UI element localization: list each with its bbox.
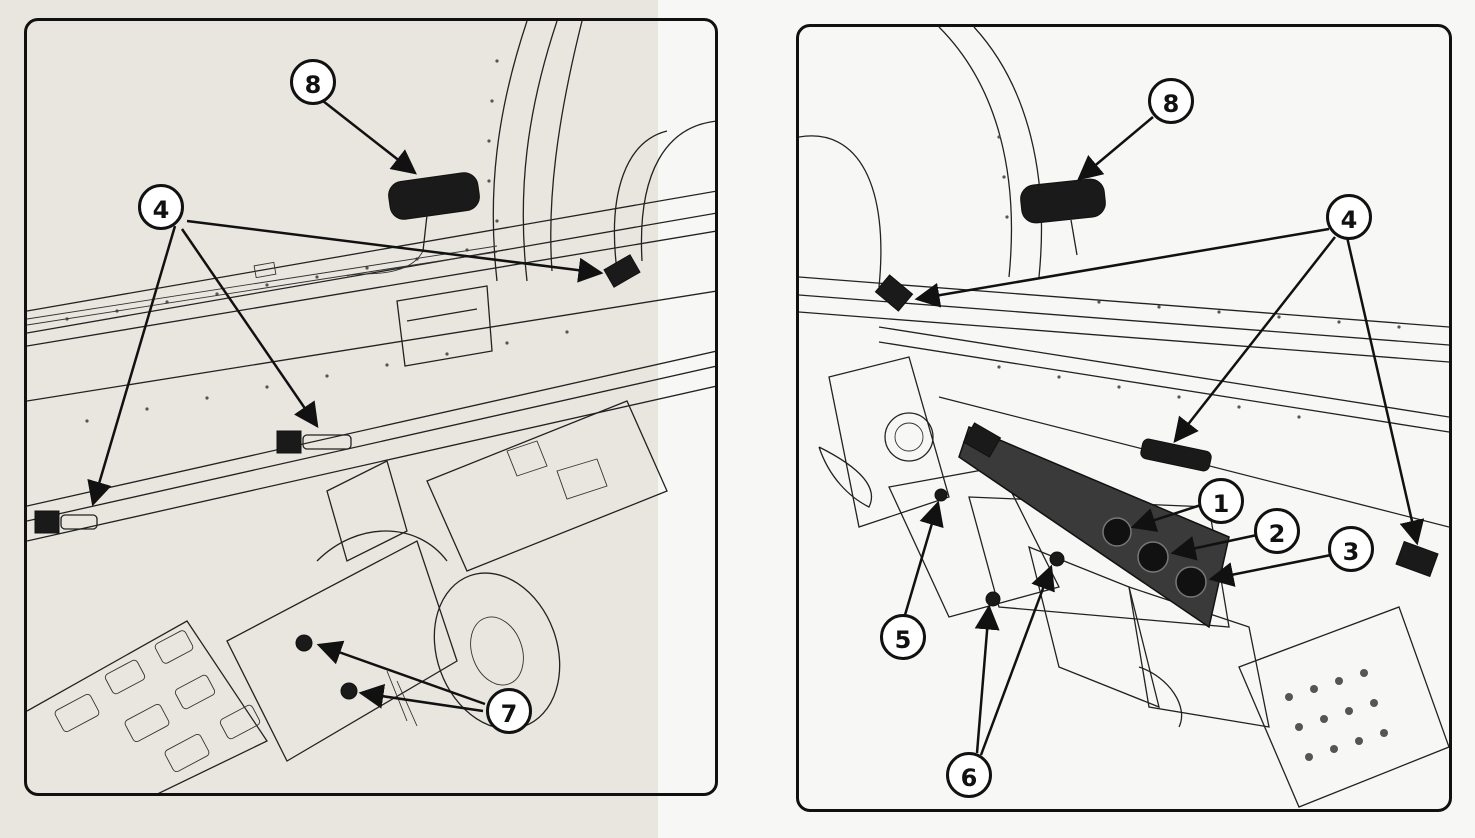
right-cockpit-drawing	[799, 27, 1449, 808]
callout-7-left: 7	[486, 688, 532, 734]
switch-knob-1	[1102, 517, 1132, 547]
control-knob-upper	[295, 634, 313, 652]
callout-3-right: 3	[1328, 526, 1374, 572]
upper-sill-rail	[27, 190, 715, 312]
control-lever	[818, 446, 873, 508]
right-page-background	[658, 0, 1475, 838]
switch-knob-3	[1175, 566, 1207, 598]
left-cockpit-illustration-panel: 8 4 7	[24, 18, 718, 796]
cockpit-light-fixture	[346, 172, 480, 277]
callout-4-right: 4	[1326, 194, 1372, 240]
callout-5-right: 5	[880, 614, 926, 660]
upper-console	[426, 400, 668, 572]
left-cockpit-drawing	[27, 21, 715, 793]
left-console-panel	[27, 620, 268, 793]
switch-knob-2	[1137, 541, 1169, 573]
selector-switch-plate	[958, 422, 1230, 629]
rivet-row	[65, 59, 569, 423]
indicator-knob-5	[934, 488, 948, 502]
callout-6-right: 6	[946, 752, 992, 798]
indicator-knob-6b	[1049, 551, 1065, 567]
fitting-upper-left-right	[874, 274, 914, 312]
right-cockpit-illustration-panel: 8 4 1 2 3 5 6	[796, 24, 1452, 812]
callout-2-right: 2	[1254, 508, 1300, 554]
callout-8-right: 8	[1148, 78, 1194, 124]
indicator-knob-6a	[985, 591, 1001, 607]
callout-4-left: 4	[138, 184, 184, 230]
console-switches	[54, 630, 261, 773]
throttle-quadrant	[226, 540, 458, 762]
fitting-right-edge	[1395, 540, 1439, 578]
button-grid-panel	[1238, 606, 1449, 808]
cockpit-light-fixture-right	[1020, 178, 1106, 256]
lower-sill-rail	[27, 350, 715, 507]
sidewall-panel	[396, 285, 493, 367]
fitting-middle	[276, 430, 352, 454]
canopy-frame-right	[799, 135, 882, 288]
instrument-panel-left	[828, 356, 950, 528]
upper-sill-rail-right	[799, 276, 1449, 328]
callout-1-right: 1	[1198, 478, 1244, 524]
fitting-middle-right	[1140, 438, 1212, 472]
fitting-lower-left	[34, 510, 98, 534]
fitting-upper-right	[603, 254, 641, 288]
callout-8-left: 8	[290, 59, 336, 105]
control-knob-lower	[340, 682, 358, 700]
canopy-frame-left	[492, 21, 528, 282]
